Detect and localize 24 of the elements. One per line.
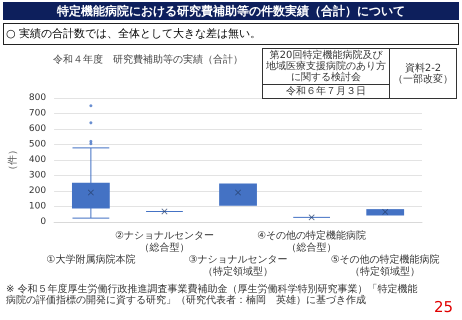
text: 25: [434, 298, 454, 316]
y-tick-label: 800: [28, 93, 46, 103]
y-tick-label: 200: [28, 186, 46, 196]
x-tick-label: ①大学附属病院本院: [46, 254, 136, 266]
text: ※ 令和５年度厚生労働行政推進調査事業費補助金（厚生労働科学特別研究事業）「特定機能病院の評価指標の開発に資する研究」（研究代表者：楠岡 英雄）に基づき作成: [6, 284, 419, 306]
y-tick-label: 600: [28, 124, 46, 134]
chart-title: 令和４年度 研究費補助等の実績（合計）: [53, 54, 243, 66]
x-tick-label: ⑤その他の特定機能病院（特定領域型）: [330, 254, 440, 278]
text: 令和６年７月３日: [262, 85, 390, 99]
y-tick-label: 700: [28, 108, 46, 118]
y-axis-title: （件）: [8, 145, 18, 175]
y-tick-label: 300: [28, 170, 46, 180]
text: 資料2-2: [404, 62, 442, 74]
y-tick-label: 400: [28, 155, 46, 165]
x-tick-label: ④その他の特定機能病院（総合型）: [257, 230, 366, 254]
text: ○ 実績の合計数では、全体として大きな差は無い。: [3, 23, 459, 45]
y-tick-label: 100: [28, 202, 46, 212]
x-tick-label: ②ナショナルセンター（総合型）: [114, 230, 214, 254]
x-tick-label: ③ナショナルセンター（特定領域型）: [188, 254, 288, 278]
y-tick-label: 500: [28, 140, 46, 150]
text: 特定機能病院における研究費補助等の件数実績（合計）について: [3, 2, 459, 20]
text: 第20回特定機能病院及び地域医療支援病院のあり方に関する検討会: [262, 48, 390, 85]
y-tick-label: 0: [40, 217, 46, 227]
text: （一部改変）: [392, 74, 454, 84]
